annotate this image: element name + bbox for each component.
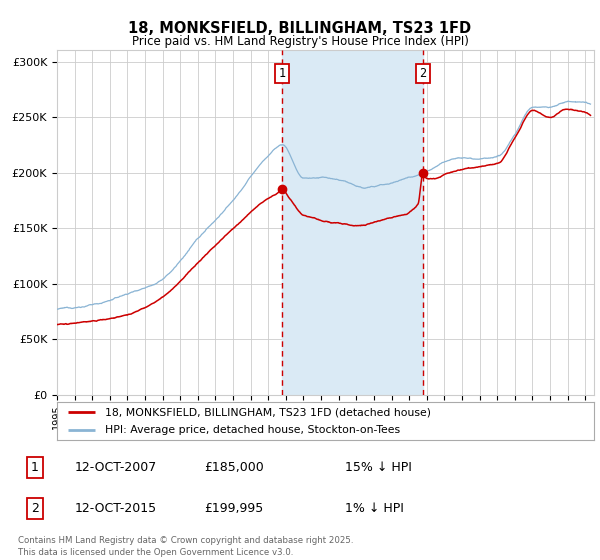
Text: 2: 2 — [31, 502, 39, 515]
Text: 12-OCT-2015: 12-OCT-2015 — [74, 502, 157, 515]
Text: Contains HM Land Registry data © Crown copyright and database right 2025.
This d: Contains HM Land Registry data © Crown c… — [18, 536, 353, 557]
Text: 12-OCT-2007: 12-OCT-2007 — [74, 461, 157, 474]
Text: Price paid vs. HM Land Registry's House Price Index (HPI): Price paid vs. HM Land Registry's House … — [131, 35, 469, 48]
Text: 18, MONKSFIELD, BILLINGHAM, TS23 1FD: 18, MONKSFIELD, BILLINGHAM, TS23 1FD — [128, 21, 472, 36]
Text: 2: 2 — [419, 67, 427, 80]
Text: 1% ↓ HPI: 1% ↓ HPI — [345, 502, 404, 515]
Text: HPI: Average price, detached house, Stockton-on-Tees: HPI: Average price, detached house, Stoc… — [106, 425, 400, 435]
Text: 18, MONKSFIELD, BILLINGHAM, TS23 1FD (detached house): 18, MONKSFIELD, BILLINGHAM, TS23 1FD (de… — [106, 407, 431, 417]
Text: 15% ↓ HPI: 15% ↓ HPI — [345, 461, 412, 474]
Text: £185,000: £185,000 — [204, 461, 264, 474]
Text: 1: 1 — [31, 461, 39, 474]
Bar — [282, 50, 423, 395]
Text: £199,995: £199,995 — [204, 502, 263, 515]
Text: 1: 1 — [278, 67, 286, 80]
